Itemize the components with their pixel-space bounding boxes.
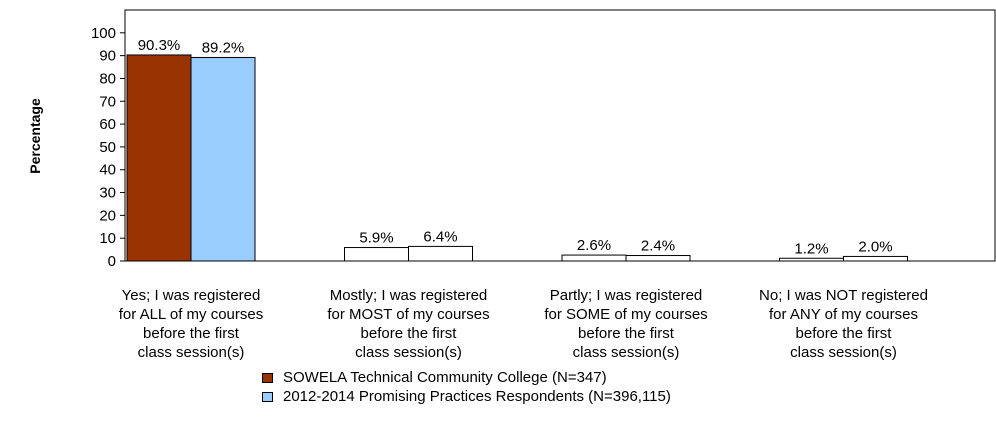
legend-label-series-1: SOWELA Technical Community College (N=34… [283, 369, 607, 386]
bar-cat4-series2 [843, 255, 908, 262]
data-label-cat2-series2: 6.4% [423, 228, 457, 245]
y-tick-label-30: 30 [99, 185, 116, 202]
y-tick-label-50: 50 [99, 139, 116, 156]
y-tick-label-70: 70 [99, 93, 116, 110]
y-tick-label-60: 60 [99, 116, 116, 133]
bar-cat1-series2 [190, 56, 256, 262]
legend-swatch-series-1 [262, 372, 273, 383]
x-axis-labels: Yes; I was registered for ALL of my cours… [119, 287, 928, 361]
bar-cat2-series1 [344, 247, 409, 262]
bar-cat3-series1 [561, 254, 627, 262]
data-label-cat1-series2: 89.2% [202, 39, 245, 56]
y-tick-label-10: 10 [99, 230, 116, 247]
bar-cat3-series2 [625, 255, 691, 262]
y-axis: 0 10 20 30 40 50 60 70 80 90 100 [91, 25, 125, 270]
bars-group: 90.3% 89.2% 5.9% 6.4% 2.6% 2.4% 1.2% 2.0% [126, 37, 908, 262]
x-tick-label-2: Mostly; I was registered for MOST of my c… [327, 287, 489, 361]
y-tick-label-40: 40 [99, 162, 116, 179]
x-tick-label-4: No; I was NOT registered for ANY of my co… [759, 287, 928, 361]
legend-label-series-2: 2012-2014 Promising Practices Respondent… [283, 388, 671, 405]
x-tick-label-1: Yes; I was registered for ALL of my cours… [119, 287, 264, 361]
data-label-cat2-series1: 5.9% [359, 230, 393, 247]
bar-cat4-series1 [779, 257, 844, 262]
data-label-cat4-series1: 1.2% [794, 240, 828, 257]
legend-item-series-1: SOWELA Technical Community College (N=34… [262, 368, 671, 387]
legend: SOWELA Technical Community College (N=34… [262, 368, 671, 406]
data-label-cat4-series2: 2.0% [858, 238, 892, 255]
plot-frame [124, 9, 996, 262]
data-label-cat3-series1: 2.6% [577, 237, 611, 254]
y-tick-label-20: 20 [99, 207, 116, 224]
data-label-cat3-series2: 2.4% [641, 238, 675, 255]
legend-swatch-series-2 [262, 391, 273, 402]
bar-cat1-series1 [126, 54, 192, 262]
x-tick-label-3: Partly; I was registered for SOME of my c… [544, 287, 707, 361]
y-tick-label-100: 100 [91, 25, 116, 42]
bar-cat2-series2 [408, 245, 473, 262]
y-tick-label-0: 0 [108, 253, 116, 270]
legend-item-series-2: 2012-2014 Promising Practices Respondent… [262, 387, 671, 406]
data-label-cat1-series1: 90.3% [138, 37, 181, 54]
y-axis-label: Percentage [27, 98, 43, 174]
y-tick-label-80: 80 [99, 70, 116, 87]
y-tick-label-90: 90 [99, 48, 116, 65]
